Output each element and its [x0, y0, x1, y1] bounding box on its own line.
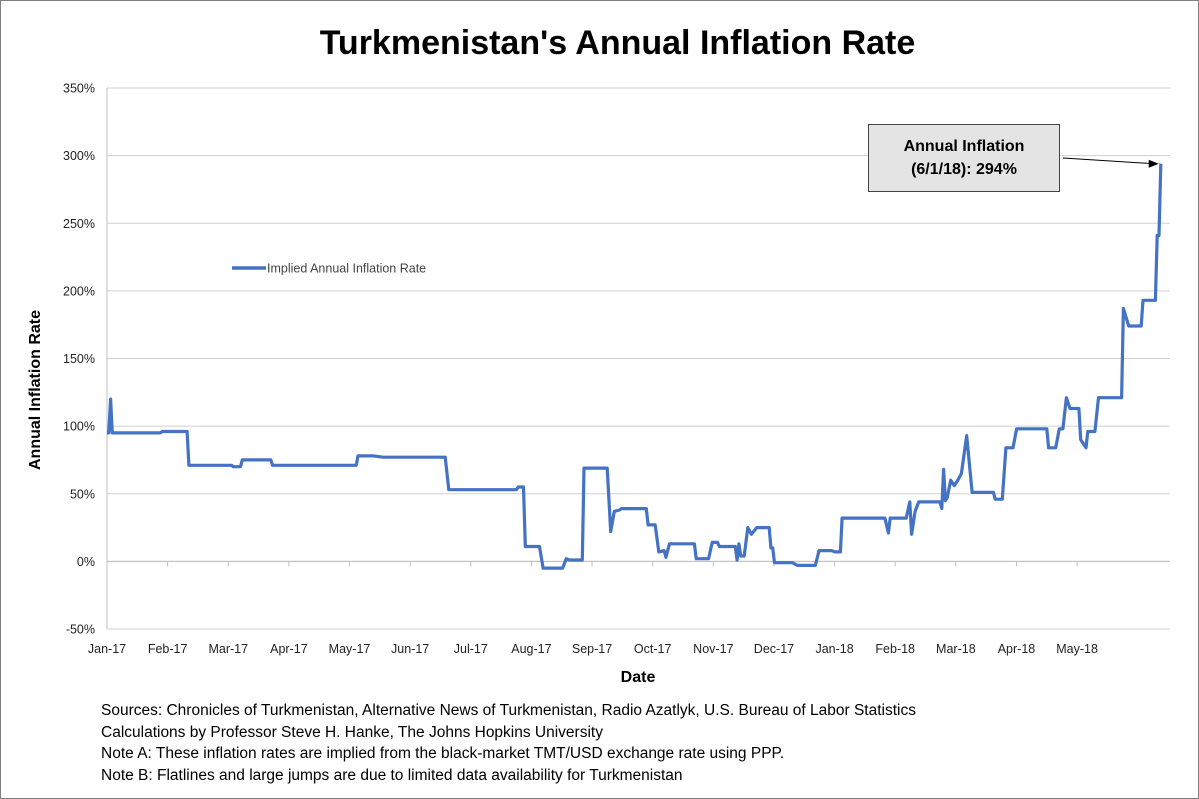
annotation-line-1: Annual Inflation — [903, 138, 1025, 155]
y-tick-label: 250% — [63, 217, 95, 231]
x-tick-label: May-17 — [329, 642, 371, 656]
y-tick-label: 50% — [70, 487, 95, 501]
y-axis-title: Annual Inflation Rate — [27, 310, 44, 470]
chart-title: Turkmenistan's Annual Inflation Rate — [319, 24, 916, 62]
x-tick-label: Jul-17 — [454, 642, 488, 656]
x-tick-label: Dec-17 — [754, 642, 794, 656]
x-tick-label: Feb-18 — [875, 642, 915, 656]
x-tick-label: Aug-17 — [511, 642, 551, 656]
x-tick-label: Nov-17 — [693, 642, 733, 656]
annotation-arrowhead — [1148, 159, 1159, 168]
x-axis-title: Date — [621, 669, 656, 686]
y-tick-label: 300% — [63, 149, 95, 163]
x-tick-label: Sep-17 — [572, 642, 612, 656]
annotation-line-2: (6/1/18): 294% — [911, 161, 1017, 178]
series-line — [107, 163, 1163, 570]
x-tick-label: Feb-17 — [148, 642, 188, 656]
x-tick-label: Oct-17 — [634, 642, 672, 656]
y-tick-label: -50% — [66, 623, 95, 637]
note-calculations: Calculations by Professor Steve H. Hanke… — [101, 723, 603, 741]
y-tick-label: 350% — [63, 82, 95, 96]
chart-notes: Sources: Chronicles of Turkmenistan, Alt… — [101, 700, 916, 786]
note-b: Note B: Flatlines and large jumps are du… — [101, 766, 683, 784]
y-tick-label: 0% — [77, 555, 95, 569]
note-a: Note A: These inflation rates are implie… — [101, 745, 785, 762]
x-tick-label: May-18 — [1056, 642, 1098, 656]
y-tick-label: 150% — [63, 352, 95, 366]
x-tick-label: Jan-17 — [88, 642, 126, 656]
legend-label: Implied Annual Inflation Rate — [267, 262, 426, 276]
x-tick-label: Jun-17 — [391, 642, 429, 656]
y-tick-label: 200% — [63, 284, 95, 298]
y-tick-label: 100% — [63, 420, 95, 434]
x-tick-label: Apr-17 — [270, 642, 308, 656]
annotation-arrow — [1062, 157, 1155, 165]
x-tick-label: Mar-17 — [208, 642, 248, 656]
x-tick-label: Jan-18 — [815, 642, 853, 656]
annotation-callout: Annual Inflation (6/1/18): 294% — [868, 124, 1060, 192]
x-tick-label: Mar-18 — [936, 642, 976, 656]
note-sources: Sources: Chronicles of Turkmenistan, Alt… — [101, 702, 916, 719]
x-tick-label: Apr-18 — [998, 642, 1036, 656]
